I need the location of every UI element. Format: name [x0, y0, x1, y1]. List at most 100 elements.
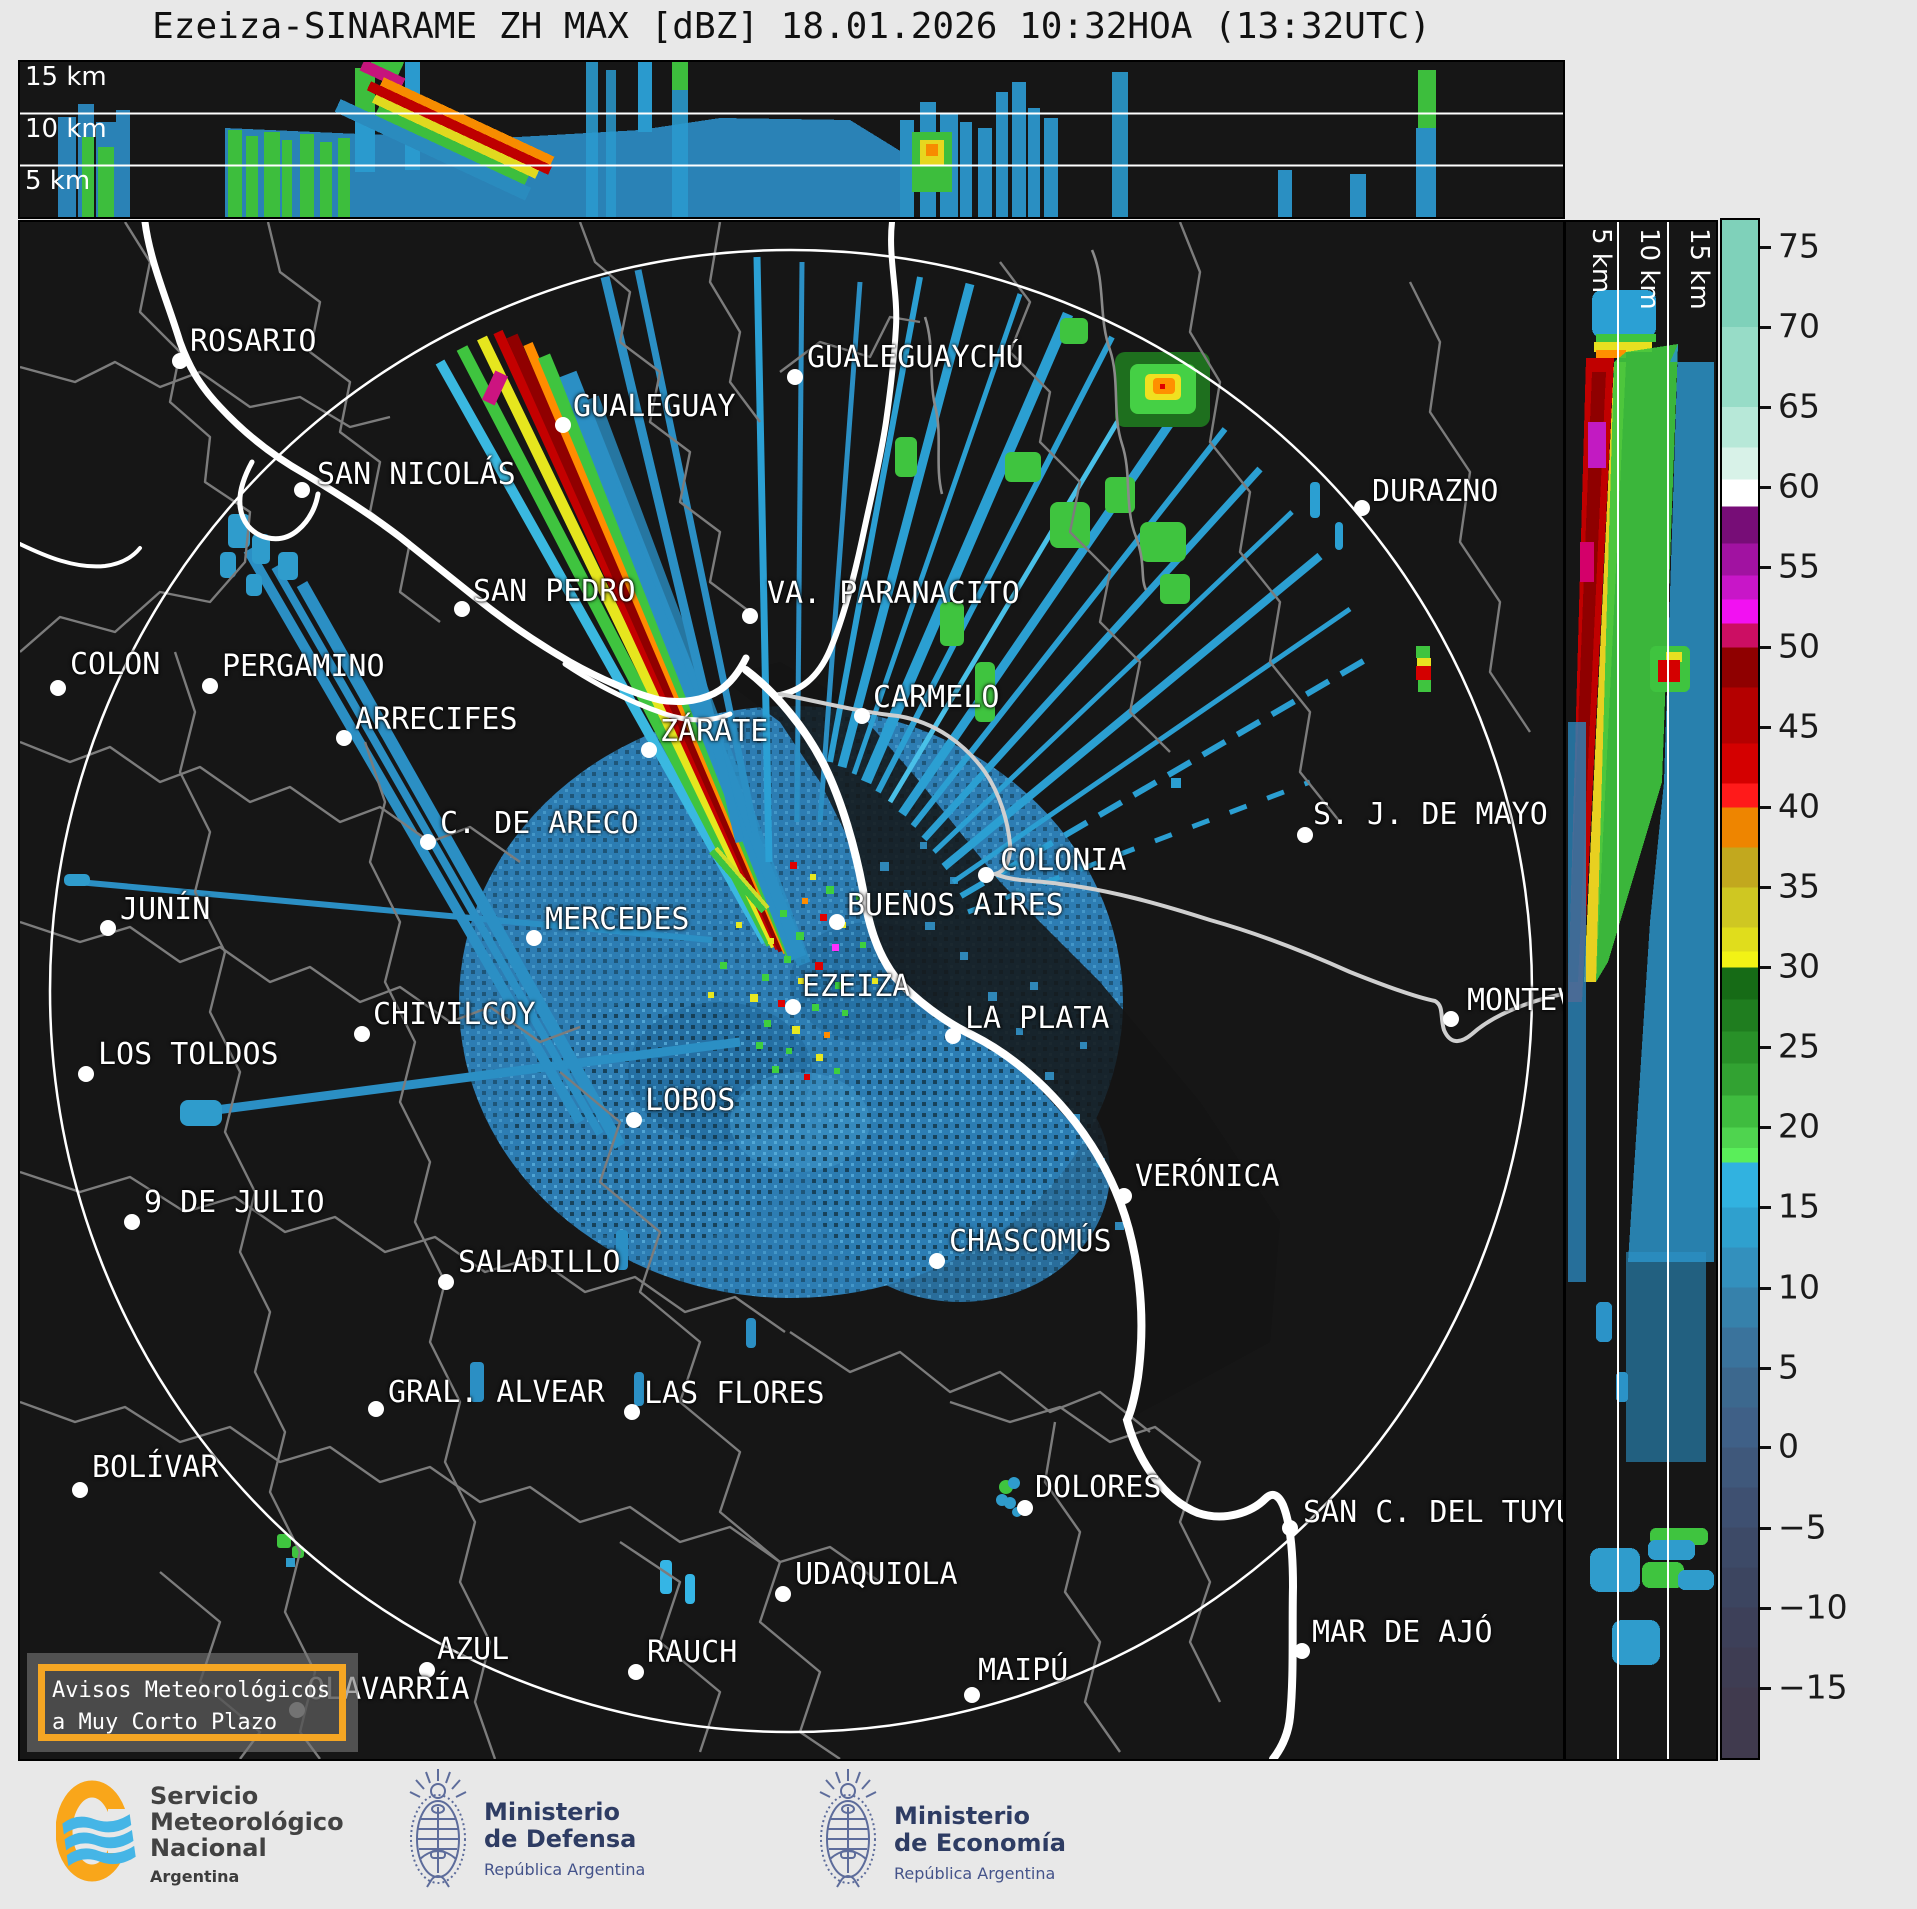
colorbar-tick-label: 30: [1778, 947, 1820, 987]
colorbar-tick: [1760, 326, 1771, 330]
interference-spikes-nw: [435, 329, 811, 967]
city-dot: [354, 1026, 370, 1042]
colorbar-gradient: [1722, 220, 1758, 1758]
city-dot: [172, 353, 188, 369]
colorbar-tick-label: −10: [1778, 1587, 1848, 1627]
economia-sub: República Argentina: [894, 1864, 1056, 1883]
city-label: GRAL. ALVEAR: [388, 1375, 605, 1410]
city-label: EZEIZA: [802, 969, 911, 1004]
ew-axis-label-15km: 15 km: [25, 62, 107, 92]
city-dot: [854, 708, 870, 724]
colorbar-tick-label: 70: [1778, 306, 1820, 346]
fan-green-patches: [895, 318, 1190, 722]
city-dot: [785, 999, 801, 1015]
colorbar-tick: [1760, 1526, 1771, 1530]
city-dot: [72, 1482, 88, 1498]
ns-cross-section-panel: 5 km 10 km 15 km: [1564, 220, 1718, 1761]
city-dot: [555, 417, 571, 433]
ministry-economia-wordmark: Ministerio de Economía República Argenti…: [894, 1803, 1066, 1887]
ew-echoes: [58, 62, 1436, 217]
city-label: SAN NICOLÁS: [317, 457, 516, 492]
colorbar-tick-label: 60: [1778, 467, 1820, 507]
city-dot: [454, 601, 470, 617]
colorbar-tick: [1760, 1286, 1771, 1290]
city-dot: [100, 920, 116, 936]
colorbar-tick-label: 40: [1778, 787, 1820, 827]
water-edge-speckle: [880, 842, 1124, 1230]
alert-line-1: Avisos Meteorológicos: [52, 1678, 331, 1703]
colorbar-tick: [1760, 1366, 1771, 1370]
city-label: MAR DE AJÓ: [1312, 1615, 1493, 1650]
radar-fan-ne: [827, 276, 1374, 915]
city-dot: [438, 1274, 454, 1290]
footer: Servicio Meteorológico Nacional Argentin…: [0, 1759, 1917, 1909]
city-dot: [526, 930, 542, 946]
city-dot: [775, 1586, 791, 1602]
city-dot: [829, 914, 845, 930]
smn-wordmark: Servicio Meteorológico Nacional Argentin…: [150, 1783, 344, 1890]
ns-axis-label-15km: 15 km: [1684, 228, 1714, 310]
ns-echoes: [1568, 290, 1714, 1665]
colorbar-tick: [1760, 1126, 1771, 1130]
city-label: PERGAMINO: [222, 649, 385, 684]
colorbar-tick: [1760, 726, 1771, 730]
city-dot: [368, 1401, 384, 1417]
rio-de-la-plata-water: [720, 662, 1280, 1420]
city-dot: [1017, 1500, 1033, 1516]
city-dot: [624, 1404, 640, 1420]
city-dot: [945, 1028, 961, 1044]
alert-line-2: a Muy Corto Plazo: [52, 1710, 278, 1735]
city-label: VERÓNICA: [1135, 1159, 1280, 1194]
city-label: S. J. DE MAYO: [1313, 797, 1548, 832]
city-dot: [641, 742, 657, 758]
city-dot: [1282, 1520, 1298, 1536]
colorbar-tick-label: 10: [1778, 1267, 1820, 1307]
dbz-colorbar: 75 70 65 60 55 50 45 40 35 30 25 20 15 10 5 0 −5 −10 −15: [1720, 218, 1848, 1760]
city-label: AZUL: [437, 1632, 510, 1667]
city-label: BOLÍVAR: [92, 1450, 219, 1485]
city-label: MERCEDES: [545, 902, 690, 937]
map-city-layer: ROSARIO GUALEGUAYCHÚ GUALEGUAY SAN NICOLÁS D…: [20, 222, 1563, 1759]
colorbar-tick: [1760, 406, 1771, 410]
city-dot: [336, 730, 352, 746]
city-dot: [1294, 1643, 1310, 1659]
city-label: BUENOS AIRES: [847, 888, 1064, 923]
colorbar-tick-label: 50: [1778, 626, 1820, 666]
colorbar-tick-label: 15: [1778, 1187, 1820, 1227]
admin-boundaries: [20, 222, 1531, 1759]
city-label: SAN C. DEL TUYÚ: [1303, 1495, 1565, 1530]
colorbar-tick-label: 45: [1778, 707, 1820, 747]
ew-axis-label-10km: 10 km: [25, 114, 107, 144]
colorbar-tick-label: 35: [1778, 867, 1820, 907]
city-dot: [124, 1214, 140, 1230]
city-dot: [419, 1662, 435, 1678]
city-dot: [964, 1687, 980, 1703]
smn-line-3: Nacional: [150, 1834, 267, 1862]
range-ring: [48, 248, 1534, 1734]
city-label: LAS FLORES: [644, 1376, 825, 1411]
defensa-line-2: de Defensa: [484, 1825, 637, 1853]
city-dot: [1443, 1011, 1459, 1027]
ew-axis-label-5km: 5 km: [25, 166, 91, 196]
city-label: JUNÍN: [120, 892, 211, 927]
city-label: COLONIA: [1000, 843, 1127, 878]
colorbar-tick: [1760, 246, 1771, 250]
colorbar-tick: [1760, 646, 1771, 650]
economia-line-1: Ministerio: [894, 1802, 1031, 1830]
colorbar-tick-label: −5: [1778, 1507, 1827, 1547]
city-label: UDAQUIOLA: [795, 1557, 958, 1592]
city-label: DURAZNO: [1372, 474, 1499, 509]
colorbar-tick-label: 65: [1778, 386, 1820, 426]
colorbar-tick: [1760, 1046, 1771, 1050]
city-label: SALADILLO: [458, 1245, 621, 1280]
alert-box[interactable]: Avisos Meteorológicos a Muy Corto Plazo: [27, 1653, 358, 1752]
city-dot: [978, 867, 994, 883]
city-dot: [628, 1664, 644, 1680]
city-label: RAUCH: [647, 1635, 738, 1670]
city-label: C. DE ARECO: [440, 806, 639, 841]
alert-box-text: Avisos Meteorológicos a Muy Corto Plazo: [52, 1675, 330, 1739]
city-label: MAIPÚ: [978, 1653, 1069, 1688]
ns-axis-label-5km: 5 km: [1586, 228, 1616, 294]
city-dot: [1354, 500, 1370, 516]
city-label: COLON: [70, 647, 161, 682]
